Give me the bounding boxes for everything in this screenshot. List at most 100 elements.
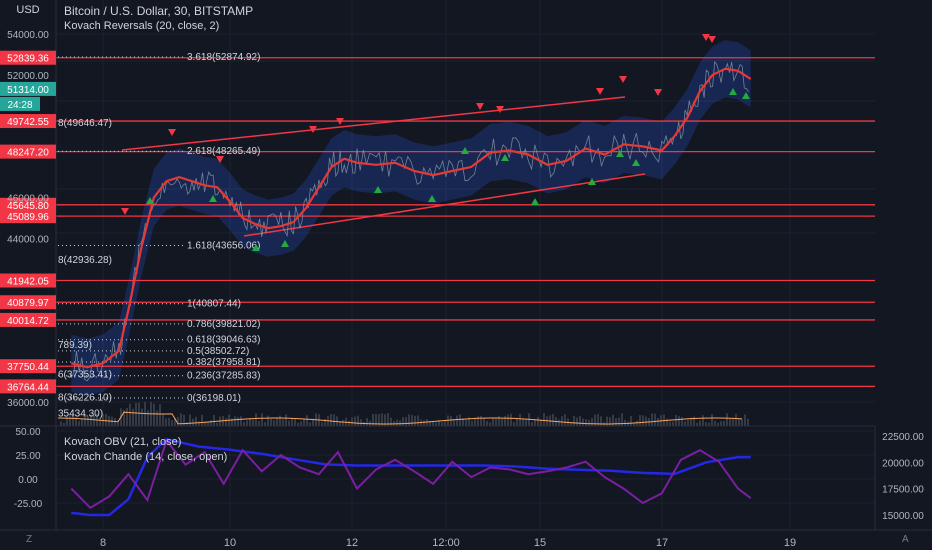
volume-bar	[213, 415, 215, 426]
volume-bar	[531, 422, 533, 426]
sell-reversal-marker	[702, 34, 710, 41]
volume-bar	[540, 419, 542, 426]
level-badge	[0, 144, 56, 159]
volume-bar	[570, 422, 572, 426]
volume-bar	[741, 419, 743, 426]
volume-bar	[300, 421, 302, 426]
volume-bar	[225, 418, 227, 426]
level-badge	[0, 209, 56, 224]
volume-bar	[159, 404, 161, 426]
indicator-legend[interactable]: Kovach Reversals (20, close, 2)	[64, 20, 220, 32]
volume-bar	[618, 417, 620, 426]
volume-bar	[303, 418, 305, 426]
volume-bar	[675, 415, 677, 426]
volume-bar	[636, 420, 638, 426]
volume-bar	[267, 415, 269, 426]
volume-bar	[402, 417, 404, 426]
level-badge	[0, 295, 56, 310]
volume-bar	[708, 422, 710, 426]
osc-left-tick: 50.00	[15, 427, 40, 438]
y-tick-label: 54000.00	[7, 30, 49, 41]
trend-channel[interactable]	[121, 96, 646, 237]
volume-bar	[537, 416, 539, 426]
osc-right-tick: 17500.00	[882, 485, 924, 496]
level-badge	[0, 50, 56, 65]
sell-reversal-marker	[596, 88, 604, 95]
volume-bar	[408, 414, 410, 426]
volume-bar	[612, 414, 614, 426]
volume-bar	[138, 402, 140, 426]
level-label: 49742.55	[7, 117, 49, 128]
volume-bar	[390, 417, 392, 426]
fib-level-label: 0.5(38502.72)	[187, 346, 249, 357]
volume-bar	[246, 420, 248, 426]
volume-bar	[99, 417, 101, 426]
level-label: 52839.36	[7, 54, 49, 65]
chande-legend[interactable]: Kovach Chande (14, close, open)	[64, 451, 228, 463]
volume-bar	[669, 421, 671, 426]
volume-bar	[543, 413, 545, 426]
buy-reversal-marker	[374, 186, 382, 193]
volume-bar	[69, 416, 71, 426]
level-badge	[0, 114, 56, 129]
volume-bar	[123, 409, 125, 426]
volume-bar	[462, 418, 464, 426]
volume-bar	[273, 420, 275, 426]
buy-reversal-marker	[588, 178, 596, 185]
volume-bar	[126, 407, 128, 426]
volume-bar	[639, 415, 641, 426]
volume-bar	[276, 417, 278, 426]
volume-bar	[435, 422, 437, 426]
volume-bar	[72, 414, 74, 426]
x-tick-label: 19	[784, 537, 796, 549]
chande-line	[70, 438, 752, 510]
volume-bar	[579, 416, 581, 426]
sell-reversal-marker	[496, 106, 504, 113]
volume-bar	[492, 418, 494, 426]
volume-bar	[474, 417, 476, 426]
volume-bar	[672, 421, 674, 426]
volume-bar	[747, 418, 749, 426]
volume-bar	[291, 418, 293, 426]
volume-bar	[489, 422, 491, 426]
volume-bar	[432, 421, 434, 426]
volume-bar	[516, 417, 518, 426]
y-tick-label: 52000.00	[7, 71, 49, 82]
volume-bar	[513, 422, 515, 426]
volume-bar	[129, 403, 131, 426]
fib-level-label: 1(40807.44)	[187, 299, 241, 310]
osc-left-tick: 25.00	[15, 451, 40, 462]
fib-level-label: 0(36198.01)	[187, 393, 241, 404]
buy-reversal-marker	[531, 198, 539, 205]
volume-bar	[438, 420, 440, 426]
level-label: 45645.80	[7, 201, 49, 212]
level-label: 36764.44	[7, 382, 49, 393]
sell-reversal-marker	[654, 89, 662, 96]
volume-bar	[657, 418, 659, 426]
obv-line	[71, 437, 751, 517]
volume-bar	[366, 418, 368, 426]
volume-bar	[684, 421, 686, 426]
chart-title: Bitcoin / U.S. Dollar, 30, BITSTAMP	[64, 4, 254, 18]
buy-reversal-marker	[209, 195, 217, 202]
timezone-icon[interactable]: Z	[26, 534, 33, 545]
obv-legend[interactable]: Kovach OBV (21, close)	[64, 436, 182, 448]
volume-bar	[495, 418, 497, 426]
volume-bar	[171, 420, 173, 426]
volume-bar	[465, 419, 467, 426]
volume-bar	[168, 417, 170, 426]
volume-bar	[84, 413, 86, 426]
volume-bar	[564, 414, 566, 426]
volume-bar	[423, 420, 425, 426]
countdown-label: 24:28	[7, 100, 32, 111]
fib-level-label: 2.618(48265.49)	[187, 146, 260, 157]
volume-bar	[255, 413, 257, 426]
volume-bar	[459, 414, 461, 426]
volume-bar	[621, 413, 623, 426]
volume-bar	[78, 421, 80, 426]
sell-reversal-marker	[336, 118, 344, 125]
auto-scale-button[interactable]: A	[902, 534, 909, 545]
volume-bar	[480, 416, 482, 426]
volume-bar	[243, 421, 245, 426]
